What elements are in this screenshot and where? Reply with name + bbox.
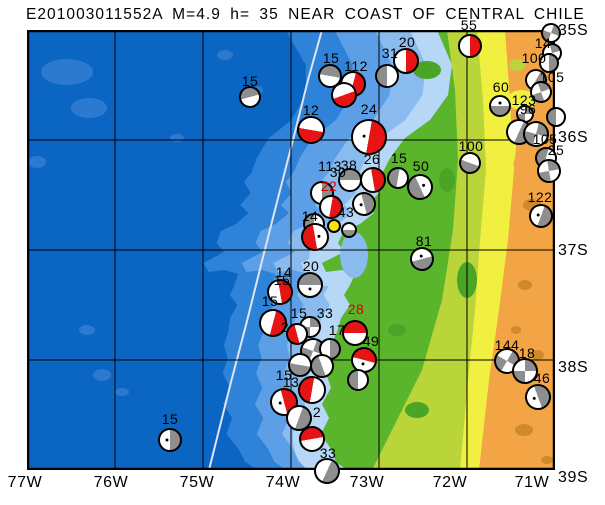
lon-label: 75W	[179, 474, 215, 491]
ocean-patch	[71, 98, 107, 118]
terrain-patch	[523, 199, 541, 211]
terrain-patch	[405, 402, 429, 418]
ocean-patch	[115, 388, 129, 396]
terrain-patch	[541, 456, 553, 464]
map-terrain	[27, 30, 555, 470]
terrain-patch	[509, 59, 525, 71]
lon-label: 76W	[93, 474, 129, 491]
ocean-patch	[93, 369, 111, 381]
ocean-patch	[217, 50, 233, 60]
page-title: E201003011552A M=4.9 h= 35 NEAR COAST OF…	[26, 6, 585, 23]
terrain-patch	[518, 280, 532, 290]
lon-label: 72W	[432, 474, 468, 491]
lat-label: 35S	[558, 22, 589, 39]
bay	[340, 232, 368, 278]
trench-line	[208, 30, 323, 470]
terrain-patch	[388, 324, 406, 336]
lon-label: 74W	[265, 474, 301, 491]
terrain-patch	[502, 121, 516, 169]
terrain-patch	[530, 350, 544, 360]
lat-label: 39S	[558, 469, 589, 486]
ocean-patch	[79, 325, 95, 335]
map-frame	[27, 30, 555, 470]
lon-label: 73W	[349, 474, 385, 491]
lat-label: 38S	[558, 359, 589, 376]
lon-label: 71W	[514, 474, 550, 491]
lat-label: 36S	[558, 129, 589, 146]
terrain-patch	[507, 90, 537, 110]
lon-label: 77W	[7, 474, 43, 491]
terrain-patch	[413, 61, 441, 79]
terrain-patch	[515, 424, 533, 436]
ocean-patch	[28, 156, 46, 168]
terrain-patch	[439, 168, 455, 192]
ocean-patch	[251, 86, 263, 94]
lat-label: 37S	[558, 242, 589, 259]
ocean-patch	[170, 134, 184, 142]
terrain-patch	[511, 326, 521, 334]
ocean-patch	[41, 59, 93, 85]
